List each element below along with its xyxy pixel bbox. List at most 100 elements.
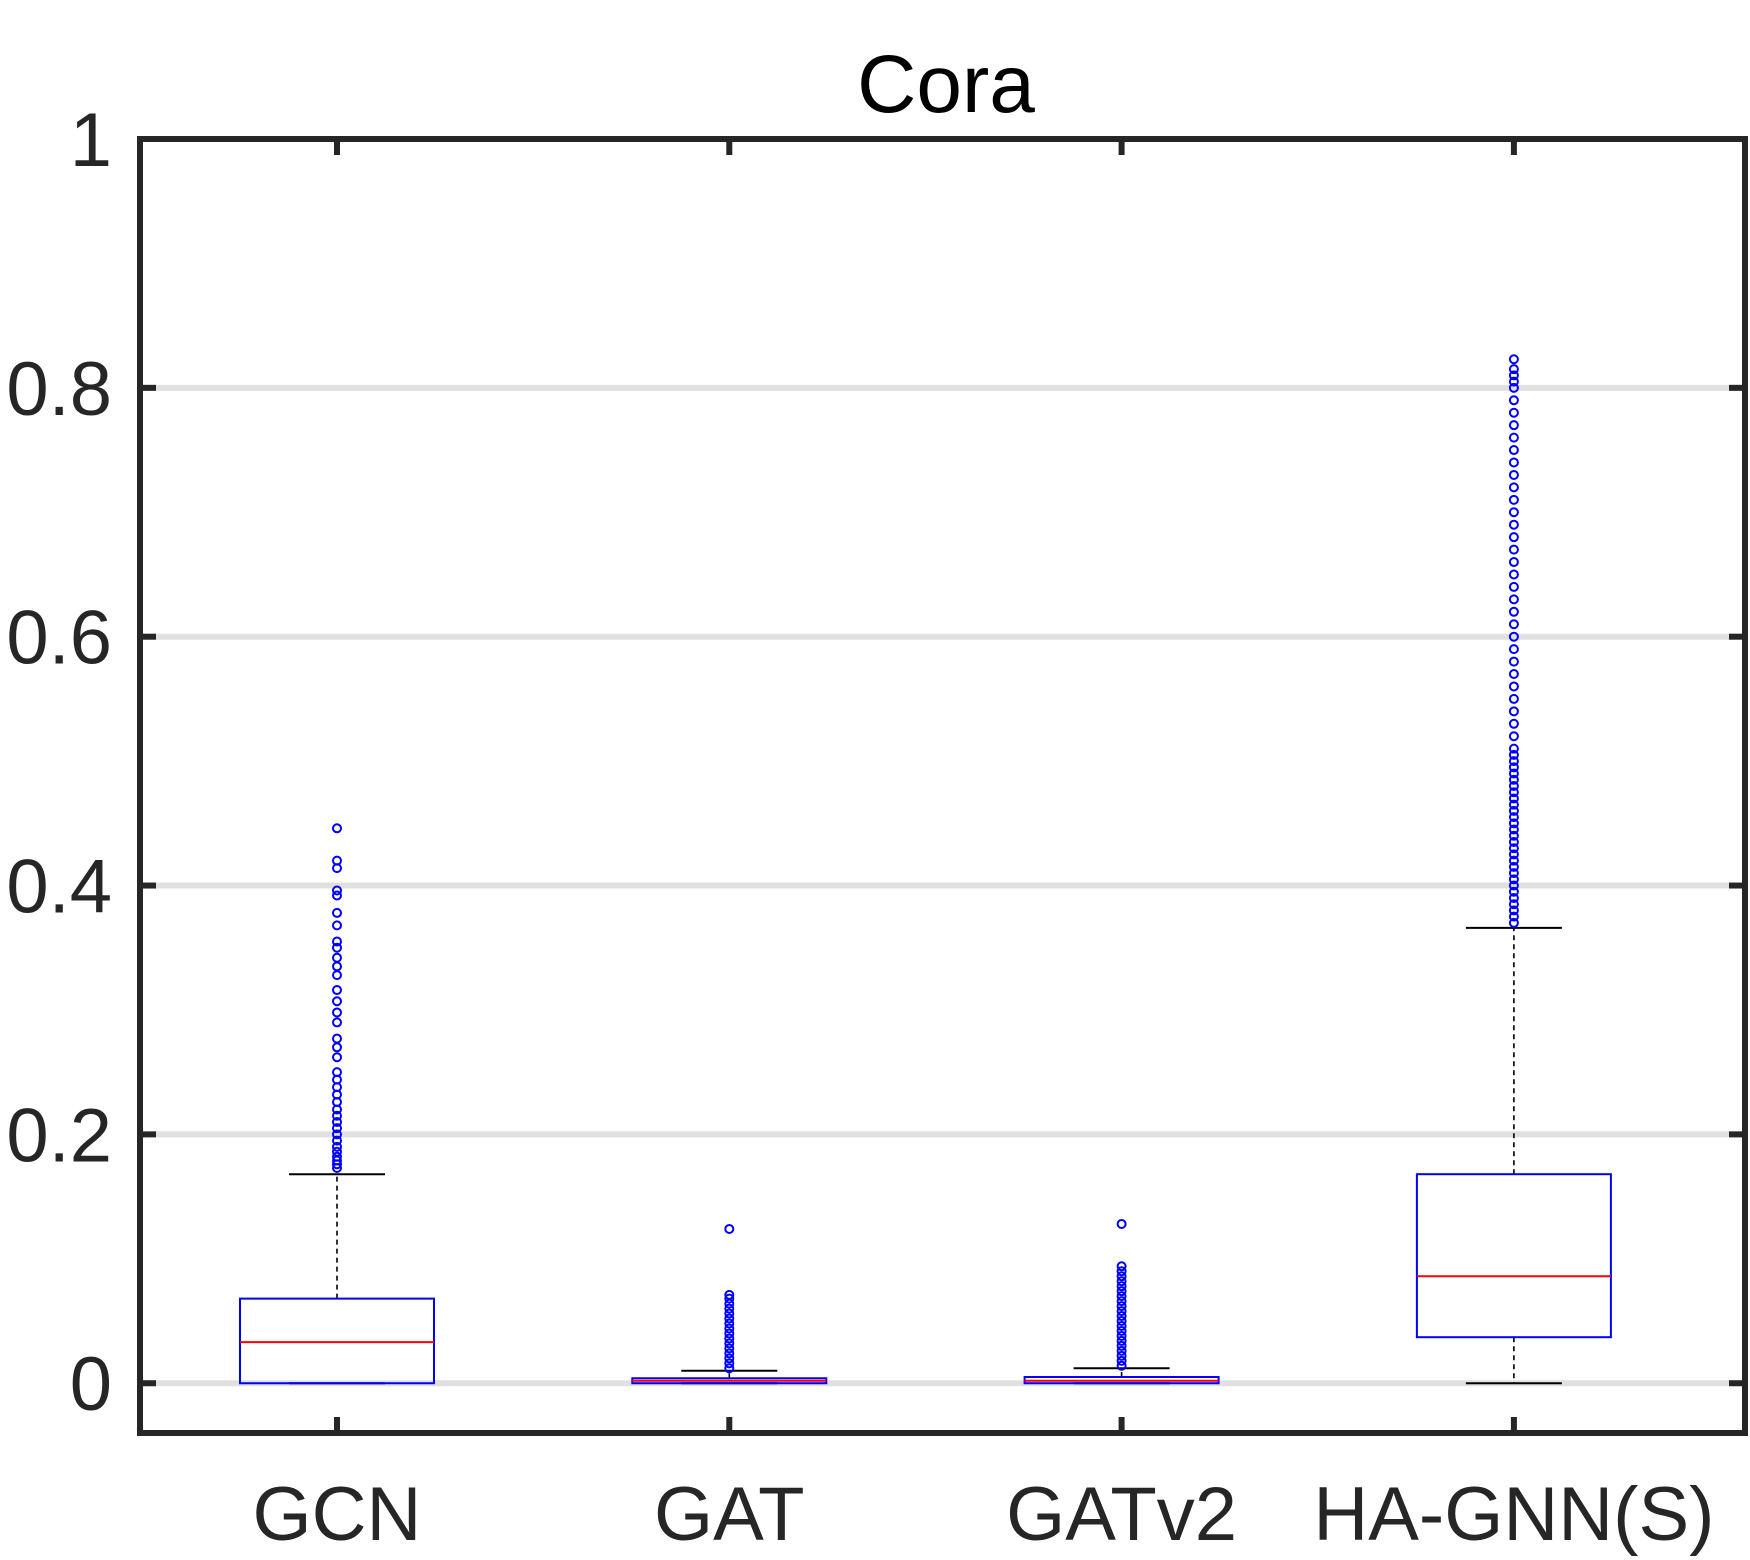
outlier-ha-gnn-s [1508,812,1519,823]
outlier-ha-gnn-s [1508,886,1519,897]
chart-title: Cora [857,39,1035,130]
outlier-gcn [332,1110,342,1121]
outlier-gat [724,1293,735,1304]
outlier-ha-gnn-s [1508,899,1519,910]
outlier-gcn [332,970,342,981]
outlier-gat [724,1323,735,1334]
outlier-gat [724,1318,735,1329]
outlier-gat [724,1333,735,1344]
outlier-ha-gnn-s [1508,469,1519,480]
x-tick-label: GAT [654,1472,805,1557]
outlier-gcn [332,961,342,972]
outlier-gatv2 [1116,1218,1127,1229]
outlier-gatv2 [1116,1291,1127,1302]
x-tick-label: GATv2 [1006,1472,1237,1557]
outlier-gcn [332,936,342,947]
outlier-gat [724,1313,735,1324]
outlier-gcn [332,1123,342,1134]
outlier-ha-gnn-s [1508,874,1519,885]
y-tick-label: 0 [70,1342,112,1427]
outlier-gatv2 [1116,1266,1127,1277]
outlier-gatv2 [1116,1316,1127,1327]
outlier-ha-gnn-s [1508,855,1519,866]
outlier-ha-gnn-s [1508,494,1519,505]
outlier-ha-gnn-s [1508,861,1519,872]
outlier-ha-gnn-s [1508,880,1519,891]
outlier-gatv2 [1116,1281,1127,1292]
outlier-gatv2 [1116,1271,1127,1282]
outlier-gcn [332,1129,342,1140]
outlier-ha-gnn-s [1508,830,1519,841]
outlier-ha-gnn-s [1508,843,1519,854]
outlier-ha-gnn-s [1508,799,1519,810]
outlier-gcn [332,952,342,963]
outlier-ha-gnn-s [1508,892,1519,903]
outlier-ha-gnn-s [1508,818,1519,829]
outlier-ha-gnn-s [1508,557,1519,568]
outlier-gcn [332,1042,342,1053]
outlier-gcn [332,855,342,866]
outlier-gatv2 [1116,1355,1127,1366]
y-tick-label: 0.6 [6,596,112,681]
outlier-ha-gnn-s [1508,762,1519,773]
outlier-gat [724,1303,735,1314]
outlier-ha-gnn-s [1508,370,1519,381]
outlier-ha-gnn-s [1508,631,1519,642]
y-tick-label: 0.4 [6,845,112,930]
outlier-ha-gnn-s [1508,793,1519,804]
outlier-gatv2 [1116,1330,1127,1341]
outlier-ha-gnn-s [1508,420,1519,431]
outlier-ha-gnn-s [1508,731,1519,742]
box-group-gatv2 [1023,1218,1220,1385]
outlier-gatv2 [1116,1335,1127,1346]
outlier-ha-gnn-s [1508,619,1519,630]
outlier-gcn [332,1067,342,1078]
outlier-gcn [332,996,342,1007]
outlier-ha-gnn-s [1508,868,1519,879]
box-group-ha-gnn-s [1415,354,1612,1385]
outlier-ha-gnn-s [1508,507,1519,518]
box-group-gcn [239,823,435,1385]
outlier-ha-gnn-s [1508,519,1519,530]
outlier-ha-gnn-s [1508,594,1519,605]
box-ha-gnn-s [1415,1173,1612,1339]
outlier-gat [724,1308,735,1319]
outlier-ha-gnn-s [1508,774,1519,785]
outlier-ha-gnn-s [1508,482,1519,493]
outlier-ha-gnn-s [1508,706,1519,717]
outlier-gcn [332,985,342,996]
grid-lines [140,384,1745,1387]
outlier-ha-gnn-s [1508,781,1519,791]
outlier-gat [724,1348,735,1359]
outlier-gcn [332,907,342,918]
box-group-gat [631,1223,828,1385]
outlier-gcn [332,890,342,901]
outlier-ha-gnn-s [1508,824,1519,835]
outlier-ha-gnn-s [1508,718,1519,729]
outlier-gatv2 [1116,1286,1127,1297]
boxes [239,354,1612,1385]
x-axis-tick-labels: GCN GAT GATv2 HA-GNN(S) [253,1472,1715,1557]
outlier-gat [724,1328,735,1339]
outlier-ha-gnn-s [1508,917,1519,928]
outlier-ha-gnn-s [1508,532,1519,543]
outlier-gcn [332,885,342,896]
box-gcn [239,1297,435,1385]
outlier-gcn [332,1017,342,1028]
outlier-gcn [332,1116,342,1127]
outlier-ha-gnn-s [1508,669,1519,680]
outlier-ha-gnn-s [1508,905,1519,916]
outlier-gat [724,1338,735,1349]
outlier-gatv2 [1116,1360,1127,1371]
outlier-gat [724,1353,735,1364]
outlier-gatv2 [1116,1301,1127,1312]
outlier-gcn [332,823,342,834]
outlier-gcn [332,1151,342,1162]
outlier-ha-gnn-s [1508,382,1519,393]
outlier-gat [724,1289,735,1300]
outlier-ha-gnn-s [1508,544,1519,555]
outlier-gcn [332,1007,342,1018]
outlier-gatv2 [1116,1276,1127,1287]
outlier-ha-gnn-s [1508,354,1519,365]
